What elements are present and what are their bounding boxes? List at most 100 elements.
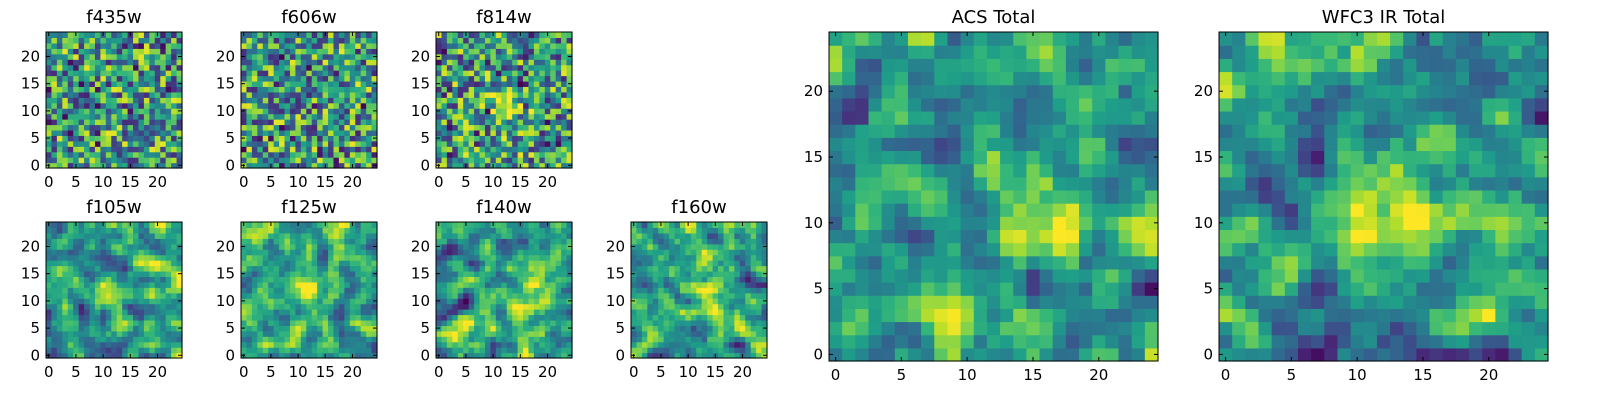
heatmap-cell (62, 281, 69, 288)
heatmap-cell (89, 48, 96, 55)
heatmap-cell (512, 53, 519, 60)
heatmap-cell (273, 157, 280, 164)
heatmap-cell (171, 341, 178, 348)
heatmap-cell (133, 309, 140, 316)
heatmap-cell (56, 80, 63, 87)
heatmap-cell (512, 97, 519, 104)
heatmap-cell (89, 260, 96, 267)
heatmap-cell (641, 319, 648, 326)
heatmap-cell (960, 216, 975, 230)
heatmap-cell (468, 124, 475, 131)
heatmap-cell (105, 314, 112, 321)
heatmap-cell (78, 270, 85, 277)
heatmap-cell (111, 270, 118, 277)
heatmap-cell (641, 276, 648, 283)
heatmap-cell (100, 336, 107, 343)
heatmap-cell (474, 336, 481, 343)
heatmap-cell (127, 80, 134, 87)
heatmap-cell (349, 260, 356, 267)
heatmap-cell (105, 42, 112, 49)
heatmap-cell (501, 113, 508, 120)
heatmap-cell (561, 249, 568, 256)
heatmap-cell (544, 265, 551, 272)
heatmap-cell (881, 242, 896, 257)
heatmap-cell (160, 53, 167, 60)
heatmap-cell (1013, 321, 1027, 336)
heatmap-cell (317, 276, 324, 283)
heatmap-cell (62, 119, 69, 126)
heatmap-cell (647, 287, 654, 294)
heatmap-cell (143, 48, 150, 55)
y-tick-label: 20 (606, 237, 625, 255)
heatmap-cell (723, 298, 730, 305)
heatmap-cell (67, 113, 74, 120)
heatmap-cell (133, 59, 140, 66)
heatmap-cell (100, 135, 107, 142)
heatmap-cell (360, 347, 367, 354)
heatmap-cell (366, 287, 373, 294)
heatmap-cell (474, 32, 481, 39)
heatmap-cell (138, 314, 145, 321)
heatmap-cell (284, 265, 291, 272)
heatmap-cell (306, 157, 313, 164)
heatmap-cell (100, 70, 107, 77)
heatmap-cell (561, 243, 568, 250)
heatmap-cell (1000, 268, 1014, 283)
heatmap-cell (539, 232, 546, 239)
heatmap-cell (46, 227, 53, 234)
heatmap-cell (517, 119, 524, 126)
heatmap-cell (262, 309, 269, 316)
heatmap-cell (84, 48, 91, 55)
heatmap-cell (295, 70, 302, 77)
heatmap-cell (94, 260, 101, 267)
heatmap-cell (723, 227, 730, 234)
heatmap-cell (67, 325, 74, 332)
heatmap-cell (756, 238, 763, 245)
heatmap-cell (474, 113, 481, 120)
heatmap-cell (165, 352, 172, 359)
heatmap-cell (251, 53, 258, 60)
heatmap-cell (289, 70, 296, 77)
heatmap-cell (457, 336, 464, 343)
heatmap-cell (251, 86, 258, 93)
heatmap-cell (550, 86, 557, 93)
heatmap-cell (468, 232, 475, 239)
heatmap-cell (165, 37, 172, 44)
heatmap-cell (641, 270, 648, 277)
heatmap-cell (501, 352, 508, 359)
heatmap-cell (154, 129, 161, 136)
heatmap-cell (674, 276, 681, 283)
heatmap-cell (160, 64, 167, 71)
heatmap-cell (446, 102, 453, 109)
heatmap-cell (246, 102, 253, 109)
heatmap-cell (78, 97, 85, 104)
heatmap-cell (674, 352, 681, 359)
heatmap-cell (51, 157, 58, 164)
heatmap-cell (338, 298, 345, 305)
heatmap-cell (143, 70, 150, 77)
heatmap-cell (143, 330, 150, 337)
heatmap-cell (241, 314, 248, 321)
heatmap-cell (512, 303, 519, 310)
heatmap-cell (539, 119, 546, 126)
heatmap-cell (78, 48, 85, 55)
heatmap-cell (51, 113, 58, 120)
heatmap-cell (116, 37, 123, 44)
heatmap-cell (105, 162, 112, 169)
heatmap-cell (284, 303, 291, 310)
heatmap-cell (544, 303, 551, 310)
heatmap-cell (328, 270, 335, 277)
heatmap-cell (360, 162, 367, 169)
heatmap-cell (105, 222, 112, 229)
heatmap-cell (160, 260, 167, 267)
heatmap-cell (289, 135, 296, 142)
heatmap-cell (279, 330, 286, 337)
heatmap-cell (679, 254, 686, 261)
heatmap-cell (94, 298, 101, 305)
heatmap-cell (284, 64, 291, 71)
heatmap-cell (338, 140, 345, 147)
heatmap-cell (474, 319, 481, 326)
heatmap-cell (257, 249, 264, 256)
heatmap-cell (756, 281, 763, 288)
heatmap-cell (100, 80, 107, 87)
